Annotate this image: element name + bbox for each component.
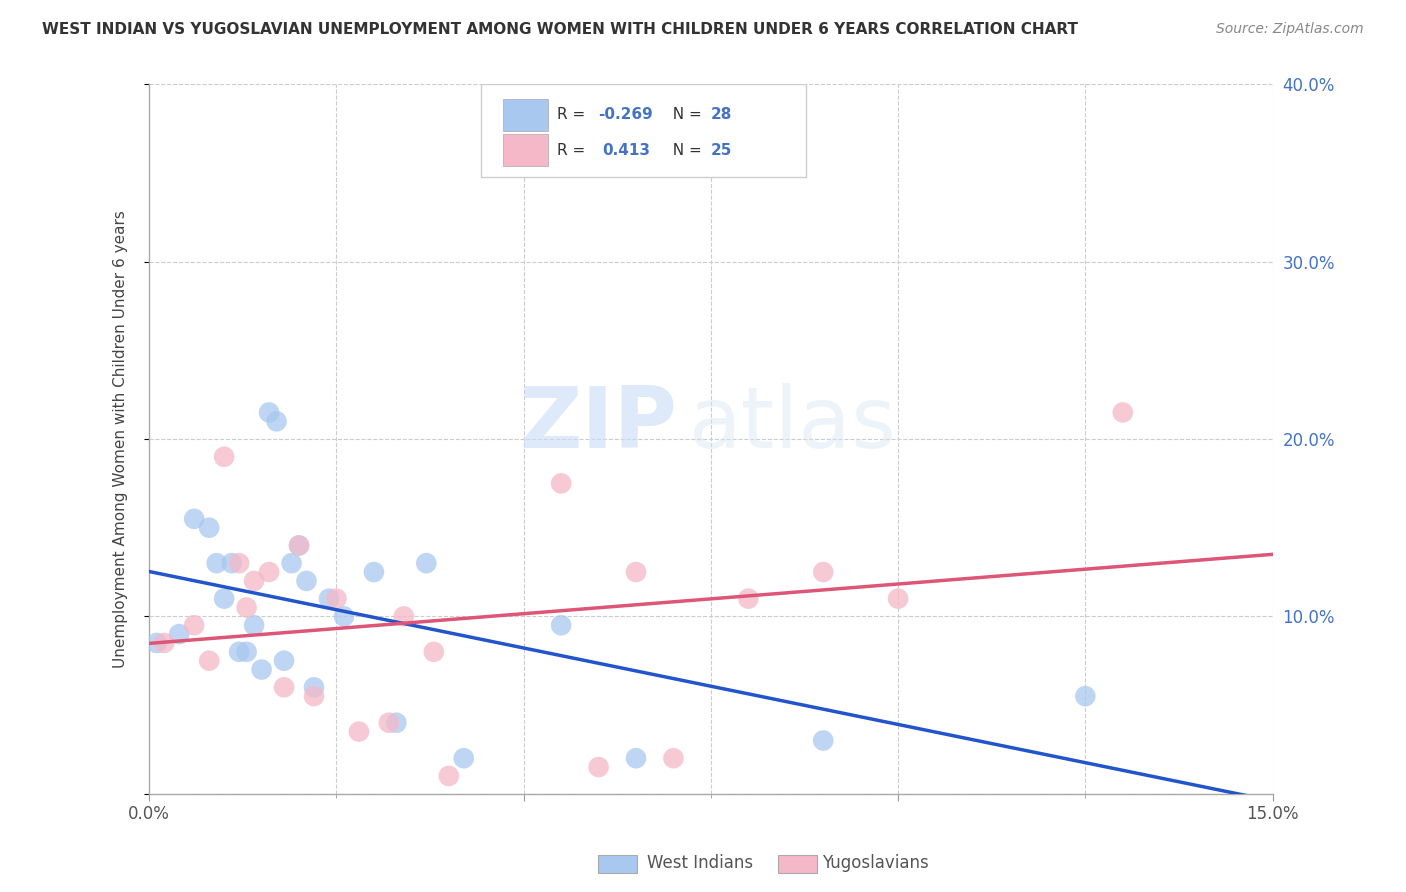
Point [813,565,835,579]
FancyBboxPatch shape [503,99,548,130]
Point [167,627,190,641]
Text: WEST INDIAN VS YUGOSLAVIAN UNEMPLOYMENT AMONG WOMEN WITH CHILDREN UNDER 6 YEARS : WEST INDIAN VS YUGOSLAVIAN UNEMPLOYMENT … [42,22,1078,37]
FancyBboxPatch shape [481,85,807,177]
Point [318,591,340,606]
Point [183,618,205,632]
Text: Source: ZipAtlas.com: Source: ZipAtlas.com [1216,22,1364,37]
Point [453,751,475,765]
Text: 25: 25 [711,143,733,158]
Point [280,556,302,570]
Point [302,681,325,695]
Text: R =: R = [557,143,595,158]
Point [228,645,250,659]
Point [550,618,572,632]
Point [212,450,235,464]
Text: -0.269: -0.269 [599,107,654,122]
Point [205,556,228,570]
FancyBboxPatch shape [503,134,548,166]
Point [250,663,273,677]
Text: atlas: atlas [689,384,897,467]
Point [257,405,280,419]
Point [288,538,311,552]
Point [363,565,385,579]
Point [243,618,266,632]
Point [624,565,647,579]
Point [198,654,221,668]
Point [325,591,347,606]
Text: ZIP: ZIP [519,384,678,467]
Point [266,414,288,428]
Point [243,574,266,588]
Point [198,521,221,535]
Text: West Indians: West Indians [647,855,752,872]
Point [588,760,610,774]
Point [1074,689,1097,703]
Point [153,636,176,650]
Point [624,751,647,765]
Point [302,689,325,703]
Point [333,609,356,624]
Text: Yugoslavians: Yugoslavians [823,855,929,872]
Point [295,574,318,588]
Point [221,556,243,570]
Point [273,654,295,668]
Point [145,636,167,650]
Point [887,591,910,606]
Point [347,724,370,739]
Point [212,591,235,606]
Point [235,600,257,615]
Text: 28: 28 [711,107,733,122]
Point [662,751,685,765]
Text: 0.413: 0.413 [602,143,650,158]
Text: N =: N = [662,107,706,122]
Point [378,715,401,730]
Text: N =: N = [662,143,706,158]
Text: R =: R = [557,107,591,122]
Point [813,733,835,747]
Point [423,645,446,659]
Point [737,591,759,606]
Point [437,769,460,783]
Point [183,512,205,526]
Point [550,476,572,491]
Point [228,556,250,570]
Point [273,681,295,695]
Point [385,715,408,730]
Point [415,556,437,570]
Y-axis label: Unemployment Among Women with Children Under 6 years: Unemployment Among Women with Children U… [114,211,128,668]
Point [288,538,311,552]
Point [235,645,257,659]
Point [1112,405,1135,419]
Point [257,565,280,579]
Point [392,609,415,624]
